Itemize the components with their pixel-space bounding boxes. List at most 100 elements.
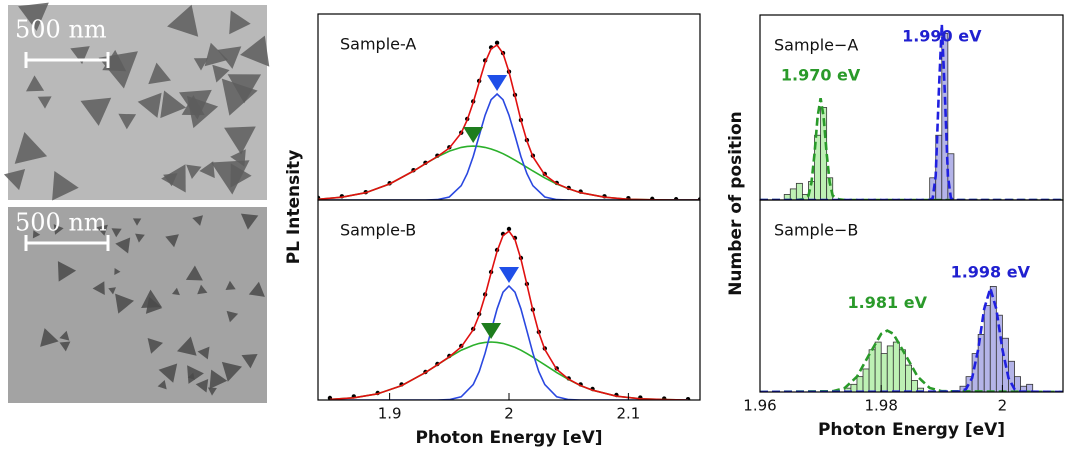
peak-annotation: 1.990 eV (902, 27, 982, 46)
hist-bar (886, 345, 894, 392)
plot-area (760, 24, 1063, 200)
hist-bar (826, 177, 834, 200)
hist-bar (892, 341, 900, 392)
sem-flakes (3, 2, 270, 201)
flake (207, 387, 217, 396)
flake (53, 224, 64, 235)
flake (225, 280, 236, 290)
flake (14, 132, 48, 164)
hist-bar (862, 368, 870, 392)
flake (32, 230, 41, 239)
flake (217, 46, 242, 69)
x-axis-label: Photon Energy [eV] (818, 420, 1005, 440)
sem-image (8, 207, 267, 403)
flake (141, 289, 162, 308)
data-point (506, 226, 512, 232)
hist-bar (911, 380, 918, 392)
flake (37, 96, 52, 109)
fit-curve (760, 283, 1063, 392)
flake (199, 161, 215, 179)
sem-flakes (32, 213, 265, 396)
flake (80, 97, 112, 126)
hist-bar (947, 153, 955, 200)
flake (163, 173, 178, 187)
hist-bar (880, 353, 888, 392)
fit-curve (760, 24, 1063, 200)
x-tick-label: 1.96 (743, 397, 776, 415)
flake (177, 336, 197, 356)
flake (224, 126, 256, 155)
hist-bar (898, 349, 906, 392)
flake (135, 233, 145, 243)
hist-bar (856, 376, 864, 392)
sample-label: Sample−B (774, 221, 858, 240)
x-tick-label: 2.1 (616, 405, 640, 423)
sample-label: Sample-B (340, 221, 416, 240)
y-axis-label: PL Intensity (284, 150, 304, 265)
flake (96, 224, 108, 236)
hist-bar (874, 341, 882, 392)
hist-bar (789, 188, 797, 200)
plot-area (327, 226, 691, 400)
flake (187, 365, 204, 384)
x-tick-label: 2 (504, 405, 514, 423)
flake (240, 213, 259, 230)
fit-line (329, 230, 689, 400)
flake (192, 215, 203, 226)
flake (52, 171, 79, 201)
x-tick-label: 1.98 (864, 397, 897, 415)
fit-line (318, 92, 700, 200)
flake (248, 281, 265, 297)
flake (3, 169, 26, 191)
flake (167, 4, 199, 37)
plot-frame (759, 199, 1064, 393)
hist-bar (905, 364, 912, 392)
x-tick-label: 1.9 (378, 405, 402, 423)
sample-label: Sample−A (774, 36, 858, 55)
hist-bar (971, 353, 979, 392)
fit-curve (760, 329, 1063, 392)
peak-marker (487, 74, 508, 91)
flake (132, 218, 142, 226)
hist-bar (1014, 376, 1021, 392)
flake (115, 237, 131, 254)
plot-area (318, 40, 700, 200)
flake (70, 46, 90, 65)
flake (211, 160, 250, 195)
hist-bar (983, 305, 991, 392)
flake (148, 62, 171, 85)
flake (57, 261, 77, 282)
flake (186, 164, 202, 179)
peak-annotation: 1.970 eV (781, 66, 861, 85)
flake (40, 328, 59, 347)
flake (111, 228, 122, 238)
x-axis-label: Photon Energy [eV] (415, 428, 602, 448)
fit-line (318, 44, 700, 200)
flake (18, 2, 49, 31)
flake (172, 287, 180, 296)
fit-line (329, 284, 689, 400)
flake (157, 380, 167, 390)
flake (26, 75, 45, 92)
hist-bar (868, 349, 876, 392)
peak-marker (499, 267, 519, 283)
flake (185, 265, 203, 281)
scale-label: 500 nm (15, 16, 107, 44)
peak-marker (481, 323, 502, 339)
flake (147, 338, 163, 354)
flake (221, 361, 242, 382)
flake (197, 284, 208, 295)
peak-marker (463, 127, 484, 144)
flake (240, 35, 270, 67)
hist-bar (795, 182, 803, 200)
flake (241, 354, 258, 369)
hist-bar (917, 387, 925, 392)
flake (209, 369, 228, 389)
flake (195, 379, 209, 393)
flake (92, 281, 105, 295)
data-point (494, 40, 500, 46)
flake (197, 346, 210, 360)
sample-label: Sample-A (340, 35, 416, 54)
flake (226, 310, 239, 323)
